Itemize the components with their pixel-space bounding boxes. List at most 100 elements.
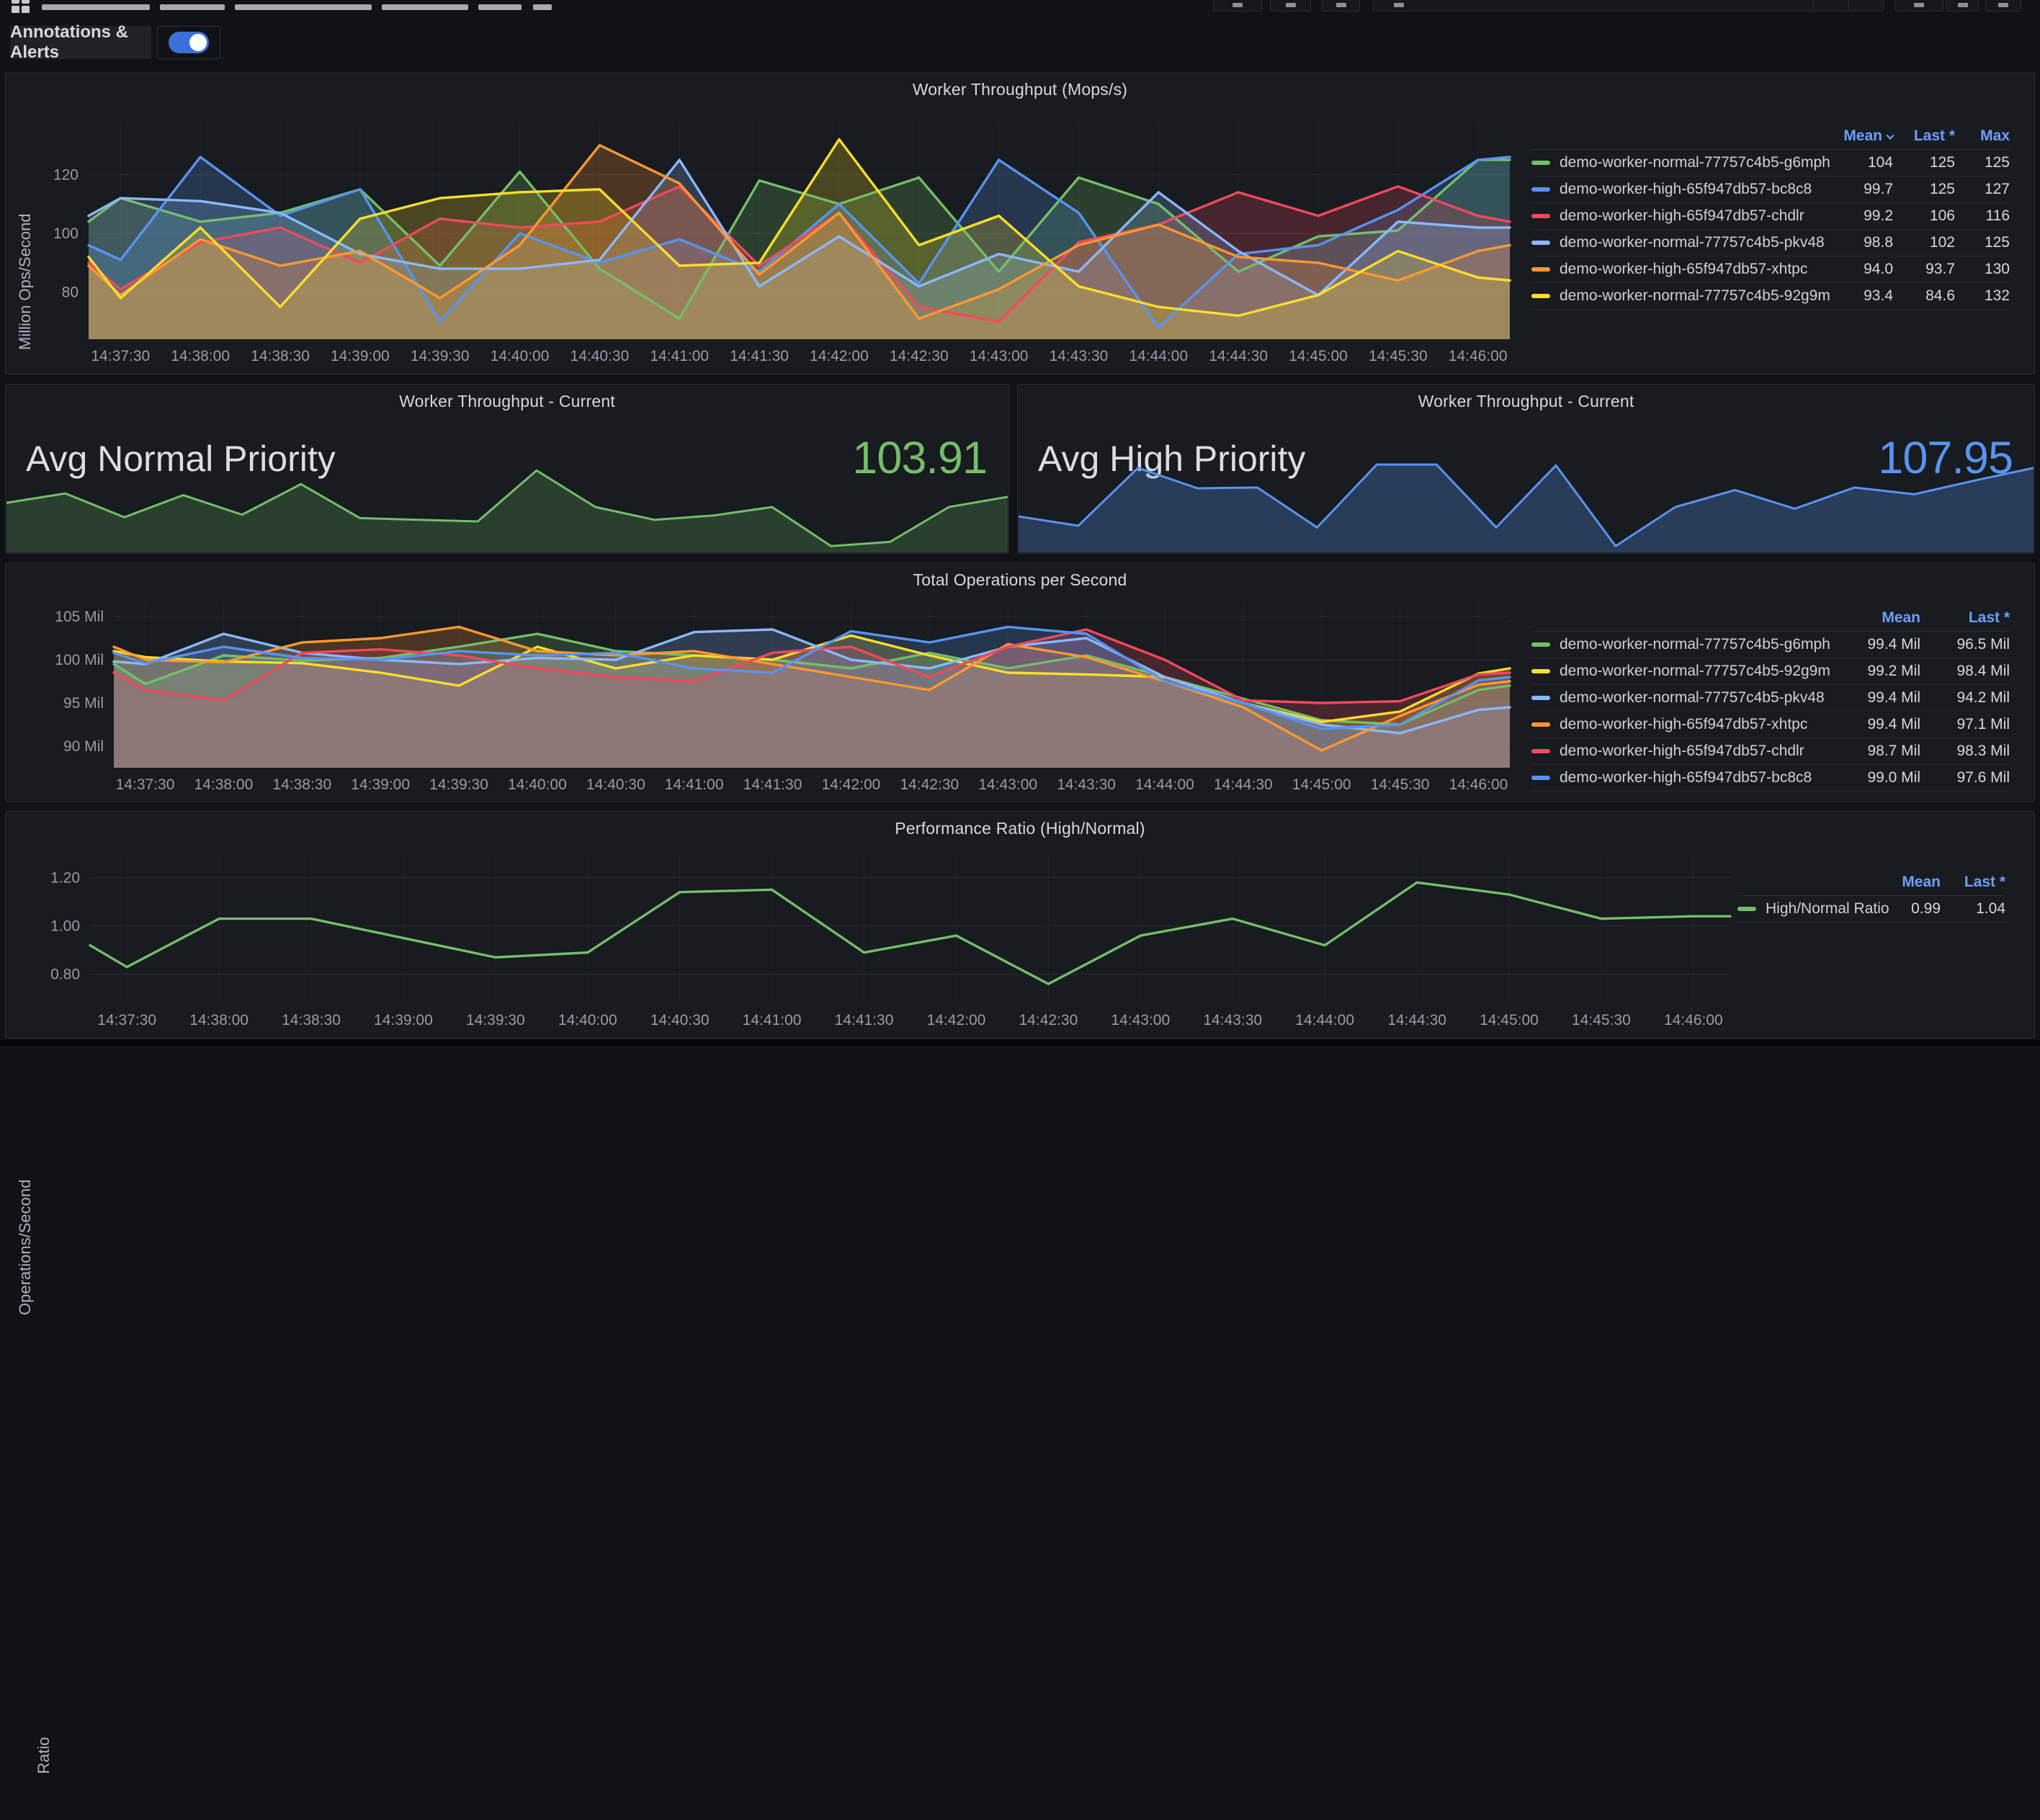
legend-series[interactable]: demo-worker-high-65f947db57-bc8c8 [1531, 181, 1831, 198]
legend-value: 125 [1955, 234, 2010, 251]
x-tick-label: 14:46:00 [1449, 776, 1508, 793]
legend-series[interactable]: demo-worker-normal-77757c4b5-pkv48 [1531, 689, 1831, 707]
y-tick-label: 100 Mil [55, 652, 104, 668]
legend-value: 97.6 Mil [1920, 769, 2010, 786]
legend-series[interactable]: demo-worker-normal-77757c4b5-pkv48 [1531, 234, 1831, 251]
top-toolbar [0, 0, 2040, 13]
x-tick-label: 14:44:30 [1214, 776, 1273, 793]
legend-column-last[interactable]: Last * [1941, 874, 2005, 891]
legend-series[interactable]: demo-worker-high-65f947db57-xhtpc [1531, 716, 1831, 733]
legend-value: 127 [1955, 181, 2010, 198]
legend-value: 94.2 Mil [1920, 689, 2010, 707]
legend-series[interactable]: demo-worker-high-65f947db57-xhtpc [1531, 261, 1831, 278]
legend-series[interactable]: demo-worker-normal-77757c4b5-g6mph [1531, 154, 1831, 171]
legend-series[interactable]: demo-worker-normal-77757c4b5-g6mph [1531, 636, 1831, 653]
x-tick-label: 14:37:30 [116, 776, 175, 793]
x-tick-label: 14:41:30 [835, 1012, 894, 1028]
refresh-button[interactable] [1946, 0, 1979, 12]
legend-value: 99.4 Mil [1831, 689, 1920, 707]
legend-value: 98.8 [1831, 234, 1893, 251]
time-range-picker[interactable] [1373, 0, 1884, 12]
x-tick-label: 14:42:00 [810, 348, 869, 364]
legend-column-mean[interactable]: Mean [1831, 127, 1893, 145]
legend-column-mean[interactable]: Mean [1876, 874, 1941, 891]
panels-button[interactable] [1213, 0, 1262, 12]
panel-title[interactable]: Performance Ratio (High/Normal) [6, 819, 2034, 838]
y-tick-label: 1.20 [50, 870, 80, 887]
sparkline [6, 462, 1008, 552]
panel-performance-ratio: Performance Ratio (High/Normal) Ratio 14… [5, 811, 2035, 1039]
legend-series[interactable]: demo-worker-high-65f947db57-chdlr [1531, 207, 1831, 225]
x-tick-label: 14:38:30 [282, 1012, 341, 1028]
save-button[interactable] [1322, 0, 1360, 12]
y-tick-label: 100 [53, 225, 79, 242]
legend-series[interactable]: High/Normal Ratio [1737, 900, 1876, 918]
x-tick-label: 14:44:00 [1129, 348, 1188, 364]
x-tick-label: 14:39:30 [429, 776, 488, 793]
legend-series-name: demo-worker-high-65f947db57-xhtpc [1560, 716, 1807, 733]
legend-value: 0.99 [1876, 900, 1941, 918]
x-tick-label: 14:41:00 [650, 348, 709, 364]
legend-series-name: demo-worker-normal-77757c4b5-92g9m [1560, 287, 1830, 305]
legend-value: 98.4 Mil [1920, 663, 2010, 680]
series-color-swatch [1531, 241, 1550, 245]
share-button[interactable] [1270, 0, 1311, 12]
zoom-out-button[interactable] [1894, 0, 1943, 12]
x-tick-label: 14:45:30 [1572, 1012, 1631, 1028]
legend-series-name: demo-worker-high-65f947db57-chdlr [1560, 743, 1804, 760]
legend-column-last[interactable]: Last * [1893, 127, 1955, 145]
legend-series[interactable]: demo-worker-high-65f947db57-bc8c8 [1531, 769, 1831, 786]
legend-value: 96.5 Mil [1920, 636, 2010, 653]
x-tick-label: 14:39:00 [351, 776, 410, 793]
y-tick-label: 0.80 [50, 967, 80, 983]
legend-series[interactable]: demo-worker-high-65f947db57-chdlr [1531, 743, 1831, 760]
panel-title[interactable]: Worker Throughput (Mops/s) [6, 80, 2034, 99]
y-tick-label: 90 Mil [63, 738, 104, 755]
legend-column-max[interactable]: Max [1955, 127, 2010, 145]
x-tick-label: 14:41:00 [743, 1012, 802, 1028]
panel-title[interactable]: Worker Throughput - Current [6, 392, 1008, 411]
legend-series[interactable]: demo-worker-normal-77757c4b5-92g9m [1531, 663, 1831, 680]
apps-grid-icon[interactable] [12, 0, 30, 12]
annotations-toggle-switch[interactable] [169, 32, 209, 53]
legend-series[interactable]: demo-worker-normal-77757c4b5-92g9m [1531, 287, 1831, 305]
breadcrumb [382, 4, 468, 10]
x-tick-label: 14:43:30 [1203, 1012, 1262, 1028]
settings-button[interactable] [1985, 0, 2021, 12]
star-icon[interactable] [533, 4, 552, 10]
legend-column-mean[interactable]: Mean [1831, 609, 1920, 627]
legend-value: 1.04 [1941, 900, 2005, 918]
x-tick-label: 14:38:00 [171, 348, 230, 364]
series-color-swatch [1531, 214, 1550, 218]
series-color-swatch [1737, 907, 1756, 911]
sparkline-canvas [6, 462, 1008, 552]
legend-column-last[interactable]: Last * [1920, 609, 2010, 627]
breadcrumb [235, 4, 372, 10]
series-color-swatch [1531, 294, 1550, 298]
panel-title[interactable]: Worker Throughput - Current [1018, 392, 2034, 411]
x-tick-label: 14:41:00 [665, 776, 724, 793]
panel-title[interactable]: Total Operations per Second [6, 570, 2034, 590]
legend-value: 132 [1955, 287, 2010, 305]
legend-series-name: demo-worker-high-65f947db57-chdlr [1560, 207, 1804, 225]
